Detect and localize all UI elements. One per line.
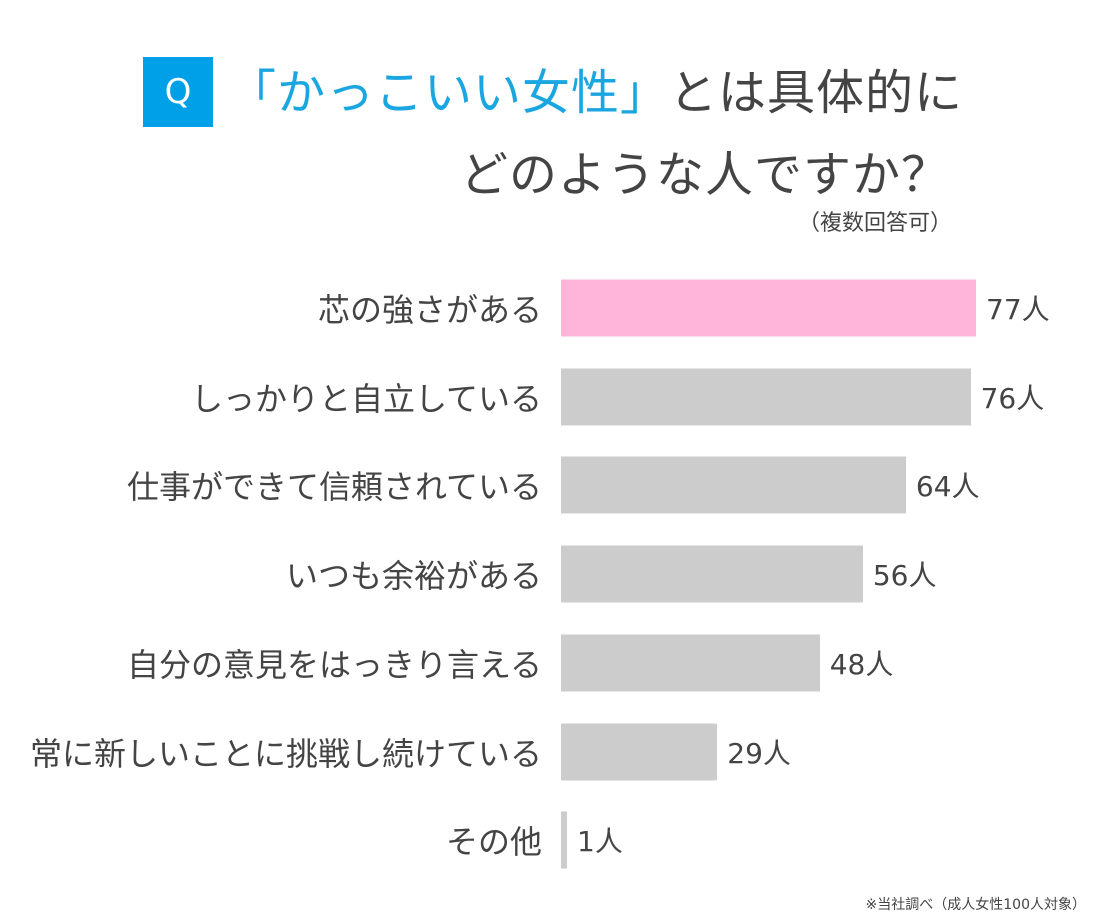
bar (561, 279, 976, 337)
value-label: 1人 (577, 825, 623, 859)
value-label: 48人 (829, 647, 894, 681)
value-label: 56人 (872, 559, 937, 593)
category-label: 芯の強さがある (317, 291, 542, 329)
value-label: 77人 (986, 293, 1050, 326)
value-label: 64人 (915, 470, 980, 504)
bar (561, 368, 971, 426)
q-badge: Q (143, 57, 213, 127)
chart-title-line2: どのような人ですか？ (459, 147, 950, 203)
value-label: 76人 (980, 381, 1045, 415)
value-label: 29人 (727, 736, 791, 770)
category-label: 自分の意見をはっきり言える (126, 645, 542, 684)
category-label: 常に新しいことに挑戦し続けている (29, 734, 542, 773)
category-label: その他 (445, 823, 542, 862)
title-highlight: 「かっこいい女性」 (228, 65, 670, 121)
title-rest: とは具体的に (669, 65, 964, 121)
bar (561, 634, 820, 692)
bar (561, 456, 906, 514)
footnote: ※当社調べ（成人女性100人対象） (865, 897, 1086, 913)
chart-title-line1: 「かっこいい女性」とは具体的に (228, 58, 963, 128)
bar (561, 545, 863, 603)
category-label: いつも余裕がある (285, 557, 542, 596)
category-label: 仕事ができて信頼されている (126, 468, 542, 507)
category-label: しっかりと自立している (190, 379, 542, 418)
chart-subtitle: （複数回答可） (797, 211, 952, 236)
bar (561, 723, 718, 780)
bar (561, 811, 567, 869)
